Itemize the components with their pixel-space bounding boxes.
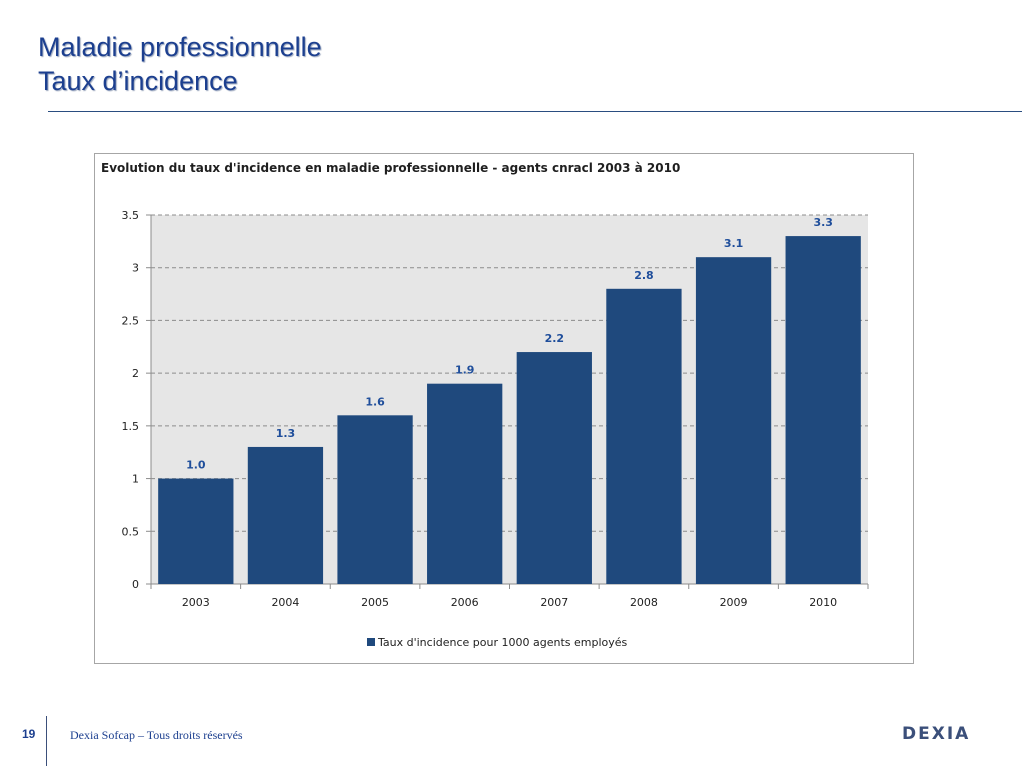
dexia-logo: DEXIA: [902, 724, 971, 744]
y-tick-label: 3: [132, 262, 139, 275]
data-label-2010: 3.3: [813, 216, 833, 229]
data-label-2004: 1.3: [276, 427, 296, 440]
y-tick-label: 1: [132, 473, 139, 486]
data-label-2007: 2.2: [545, 332, 565, 345]
data-label-2009: 3.1: [724, 237, 744, 250]
chart-frame: Evolution du taux d'incidence en maladie…: [94, 153, 914, 664]
bar-2010: [785, 236, 861, 584]
data-label-2005: 1.6: [365, 395, 385, 408]
legend-label: Taux d'incidence pour 1000 agents employ…: [377, 636, 628, 649]
bar-2003: [158, 478, 234, 584]
y-tick-label: 3.5: [122, 209, 140, 222]
bar-2007: [516, 352, 592, 584]
y-tick-label: 1.5: [122, 420, 140, 433]
bar-2006: [427, 383, 503, 584]
x-tick-label-2006: 2006: [451, 596, 479, 609]
bar-2008: [606, 288, 682, 584]
data-label-2003: 1.0: [186, 459, 206, 472]
x-tick-label-2008: 2008: [630, 596, 658, 609]
chart-title: Evolution du taux d'incidence en maladie…: [101, 161, 680, 175]
data-label-2008: 2.8: [634, 269, 654, 282]
x-tick-label-2010: 2010: [809, 596, 837, 609]
x-tick-label-2004: 2004: [271, 596, 299, 609]
bar-2009: [695, 257, 772, 584]
footer-divider: [46, 716, 47, 766]
bar-2004: [247, 446, 324, 584]
slide-title-line-2: Taux d’incidence: [38, 66, 238, 96]
x-tick-label-2005: 2005: [361, 596, 389, 609]
x-tick-label-2003: 2003: [182, 596, 210, 609]
footer-copyright: Dexia Sofcap – Tous droits réservés: [70, 728, 243, 742]
y-tick-label: 2: [132, 367, 139, 380]
y-tick-label: 0.5: [122, 525, 140, 538]
y-tick-label: 2.5: [122, 314, 140, 327]
x-tick-label-2007: 2007: [540, 596, 568, 609]
y-tick-label: 0: [132, 578, 139, 591]
bar-2005: [337, 415, 413, 584]
page-number: 19: [22, 727, 36, 741]
data-label-2006: 1.9: [455, 364, 475, 377]
slide-title-line-1: Maladie professionnelle: [38, 32, 322, 62]
bar-chart: Evolution du taux d'incidence en maladie…: [101, 161, 869, 649]
title-divider: [48, 111, 1022, 112]
x-tick-label-2009: 2009: [720, 596, 748, 609]
slide-title: Maladie professionnelle Taux d’incidence: [38, 30, 322, 98]
legend-swatch: [367, 638, 375, 646]
